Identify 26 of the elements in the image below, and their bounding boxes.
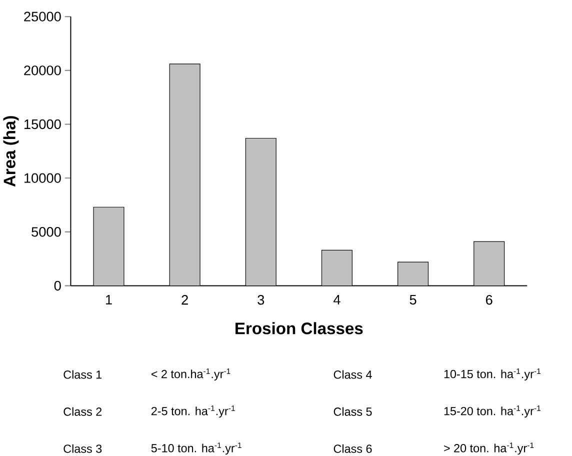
text: 5-10 ton. ha$^{-1}$.yr$^{-1}$	[151, 442, 242, 454]
y-tick-label: 0	[54, 280, 61, 290]
y-tick-label: 15000	[24, 119, 61, 129]
y-tick-label: 5000	[32, 226, 61, 237]
y-tick-label: 20000	[24, 65, 61, 76]
text: > 20 ton. ha$^{-1}$.yr$^{-1}$	[444, 442, 534, 454]
x-tick-label: 4	[333, 294, 340, 304]
text: Class 2	[64, 407, 102, 416]
text: Class 1	[64, 370, 102, 379]
y-tick-label: 25000	[24, 12, 61, 22]
text: 2-5 ton. ha$^{-1}$.yr$^{-1}$	[151, 405, 235, 418]
x-tick-label: 5	[410, 294, 416, 304]
x-axis-title: Erosion Classes	[236, 322, 363, 334]
text: Class 3	[64, 444, 102, 453]
x-tick-label: 2	[182, 294, 188, 304]
x-tick-label: 1	[106, 294, 112, 304]
text: Class 4	[334, 370, 372, 379]
text: Class 6	[334, 444, 372, 453]
text: 15-20 ton. ha$^{-1}$.yr$^{-1}$	[444, 405, 540, 418]
text: < 2 ton.ha$^{-1}$.yr$^{-1}$	[151, 368, 230, 380]
y-tick-label: 10000	[24, 173, 61, 183]
y-axis-title: Area (ha)	[3, 116, 19, 186]
x-tick-label: 3	[258, 294, 264, 305]
text: Class 5	[334, 407, 372, 416]
text: 10-15 ton. ha$^{-1}$.yr$^{-1}$	[444, 368, 540, 380]
x-tick-label: 6	[486, 294, 492, 305]
